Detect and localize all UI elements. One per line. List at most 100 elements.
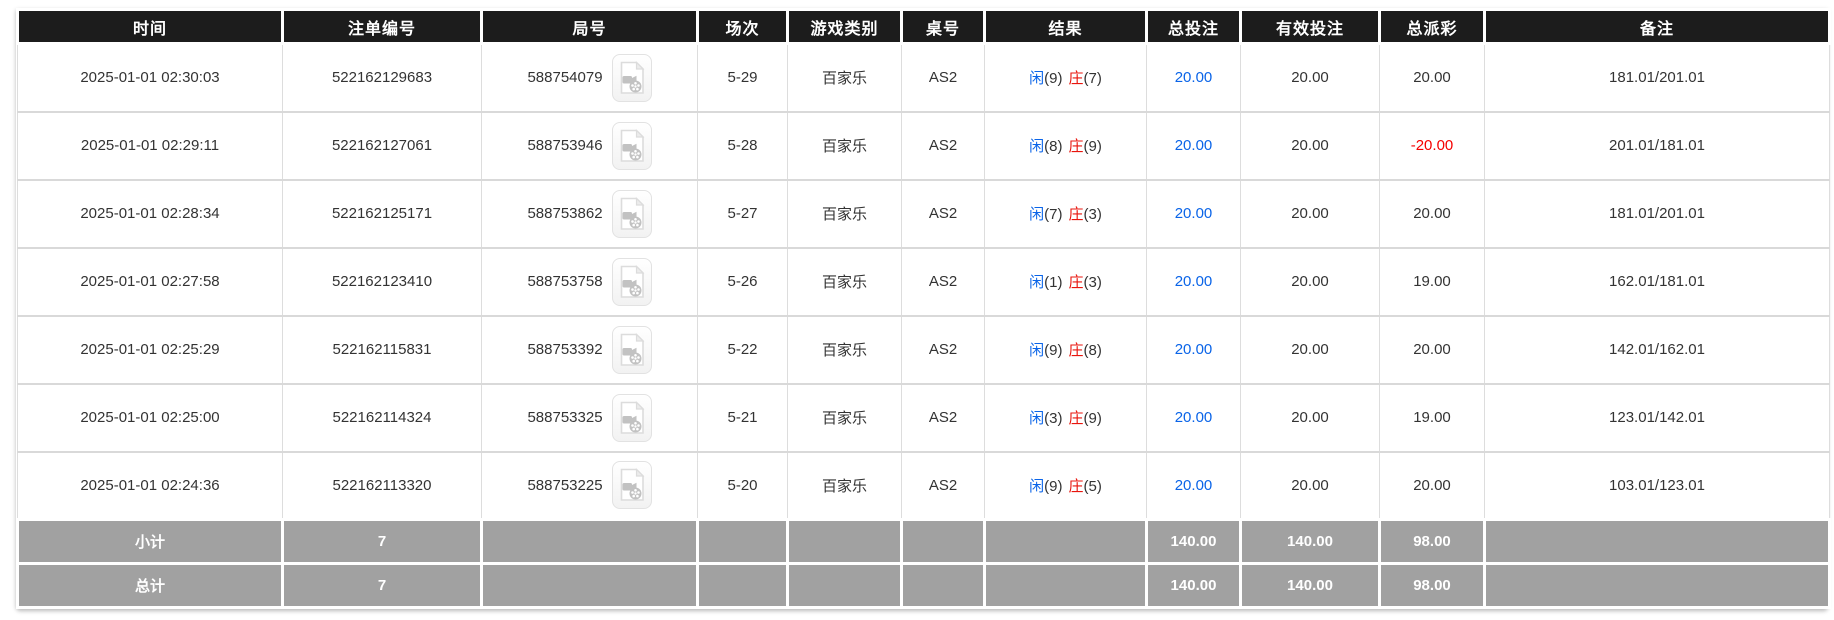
total-bet-cell: 20.00: [1146, 178, 1241, 248]
valid-bet-cell: 20.00: [1240, 450, 1380, 520]
column-header-total-bet: 总投注: [1145, 8, 1242, 45]
video-replay-button[interactable]: [611, 189, 652, 238]
result-cell: 闲(9) 庄(8): [984, 314, 1147, 384]
column-header-round-no: 局号: [480, 8, 699, 45]
session-cell: 5-22: [697, 314, 788, 384]
game-type-cell: 百家乐: [787, 42, 902, 112]
video-replay-icon: [619, 196, 645, 231]
payout-cell: 20.00: [1379, 42, 1485, 112]
bet-no-cell: 522162113320: [282, 450, 482, 520]
session-cell: 5-20: [697, 450, 788, 520]
video-replay-icon: [619, 468, 645, 502]
session-cell: 5-28: [697, 110, 788, 180]
table-row: 2025-01-01 02:25:00 522162114324 5887533…: [17, 382, 1830, 452]
result-banker-value: (3): [1083, 206, 1102, 223]
result-player-label: 闲: [1029, 274, 1045, 291]
result-banker-value: (9): [1083, 410, 1102, 427]
result-player-value: (7): [1044, 206, 1063, 223]
valid-bet-cell: 20.00: [1240, 178, 1380, 248]
time-cell: 2025-01-01 02:25:00: [17, 382, 283, 452]
result-banker-value: (9): [1083, 138, 1102, 155]
time-cell: 2025-01-01 02:24:36: [17, 450, 283, 520]
result-player-value: (9): [1044, 342, 1063, 359]
table-row: 2025-01-01 02:24:36 522162113320 5887532…: [17, 450, 1830, 520]
subtotal-payout: 98.00: [1378, 518, 1486, 565]
result-player-label: 闲: [1029, 206, 1045, 223]
table-row: 2025-01-01 02:25:29 522162115831 5887533…: [17, 314, 1830, 384]
session-cell: 5-29: [697, 42, 788, 112]
valid-bet-cell: 20.00: [1240, 42, 1380, 112]
remark-cell: 142.01/162.01: [1484, 314, 1830, 384]
round-no-value: 588753862: [527, 205, 603, 222]
remark-cell: 181.01/201.01: [1484, 42, 1830, 112]
total-bet-cell: 20.00: [1146, 42, 1241, 112]
total-bet-cell: 20.00: [1146, 314, 1241, 384]
column-header-remark: 备注: [1483, 8, 1831, 45]
valid-bet-cell: 20.00: [1240, 246, 1380, 316]
remark-cell: 201.01/181.01: [1484, 110, 1830, 180]
video-replay-icon: [619, 264, 645, 299]
result-player-label: 闲: [1029, 342, 1045, 359]
video-replay-button[interactable]: [611, 121, 652, 170]
round-no-cell: 588754079: [481, 42, 698, 112]
remark-cell: 181.01/201.01: [1484, 178, 1830, 248]
video-replay-button[interactable]: [611, 325, 652, 374]
column-header-valid-bet: 有效投注: [1239, 8, 1381, 45]
result-player-value: (9): [1044, 477, 1063, 495]
bet-records-table: 时间 注单编号 局号 场次 游戏类别 桌号 结果 总投注 有效投注 总派彩 备注…: [16, 8, 1831, 609]
column-header-table-no: 桌号: [900, 8, 986, 45]
video-replay-button[interactable]: [611, 461, 652, 510]
bet-no-cell: 522162127061: [282, 110, 482, 180]
table-no-cell: AS2: [901, 178, 985, 248]
video-replay-button[interactable]: [611, 53, 652, 102]
total-bet-cell: 20.00: [1146, 450, 1241, 520]
round-no-value: 588753758: [527, 273, 603, 290]
total-label: 总计: [16, 562, 284, 609]
table-footer: 小计 7 140.00 140.00 98.00 总计 7 1: [16, 518, 1831, 609]
remark-cell: 162.01/181.01: [1484, 246, 1830, 316]
result-banker-value: (7): [1083, 70, 1102, 88]
total-valid-bet: 140.00: [1239, 562, 1381, 609]
subtotal-valid-bet: 140.00: [1239, 518, 1381, 565]
subtotal-row: 小计 7 140.00 140.00 98.00: [16, 518, 1831, 565]
round-no-value: 588754079: [527, 69, 603, 87]
column-header-session: 场次: [696, 8, 789, 45]
table-header: 时间 注单编号 局号 场次 游戏类别 桌号 结果 总投注 有效投注 总派彩 备注: [16, 8, 1831, 45]
result-banker-label: 庄: [1068, 206, 1084, 223]
session-cell: 5-21: [697, 382, 788, 452]
payout-cell: 19.00: [1379, 246, 1485, 316]
result-banker-label: 庄: [1068, 138, 1084, 155]
total-total-bet: 140.00: [1145, 562, 1242, 609]
bet-no-cell: 522162129683: [282, 42, 482, 112]
total-bet-cell: 20.00: [1146, 110, 1241, 180]
result-banker-value: (5): [1083, 477, 1102, 495]
result-player-value: (3): [1044, 410, 1063, 427]
valid-bet-cell: 20.00: [1240, 382, 1380, 452]
video-replay-button[interactable]: [611, 393, 652, 442]
table-row: 2025-01-01 02:30:03 522162129683 5887540…: [17, 42, 1830, 112]
payout-cell: 20.00: [1379, 314, 1485, 384]
round-no-cell: 588753758: [481, 246, 698, 316]
table-no-cell: AS2: [901, 382, 985, 452]
header-row: 时间 注单编号 局号 场次 游戏类别 桌号 结果 总投注 有效投注 总派彩 备注: [16, 8, 1831, 45]
payout-cell: 20.00: [1379, 178, 1485, 248]
column-header-result: 结果: [983, 8, 1148, 45]
table-no-cell: AS2: [901, 110, 985, 180]
result-player-value: (9): [1044, 70, 1063, 88]
remark-cell: 123.01/142.01: [1484, 382, 1830, 452]
video-replay-button[interactable]: [611, 257, 652, 306]
result-cell: 闲(8) 庄(9): [984, 110, 1147, 180]
round-no-cell: 588753862: [481, 178, 698, 248]
bet-no-cell: 522162114324: [282, 382, 482, 452]
result-banker-label: 庄: [1068, 477, 1084, 495]
subtotal-total-bet: 140.00: [1145, 518, 1242, 565]
round-no-value: 588753225: [527, 476, 603, 494]
result-player-value: (1): [1044, 274, 1063, 291]
game-type-cell: 百家乐: [787, 110, 902, 180]
table-row: 2025-01-01 02:28:34 522162125171 5887538…: [17, 178, 1830, 248]
total-payout: 98.00: [1378, 562, 1486, 609]
subtotal-count: 7: [281, 518, 483, 565]
bet-no-cell: 522162115831: [282, 314, 482, 384]
payout-cell: 19.00: [1379, 382, 1485, 452]
column-header-time: 时间: [16, 8, 284, 45]
